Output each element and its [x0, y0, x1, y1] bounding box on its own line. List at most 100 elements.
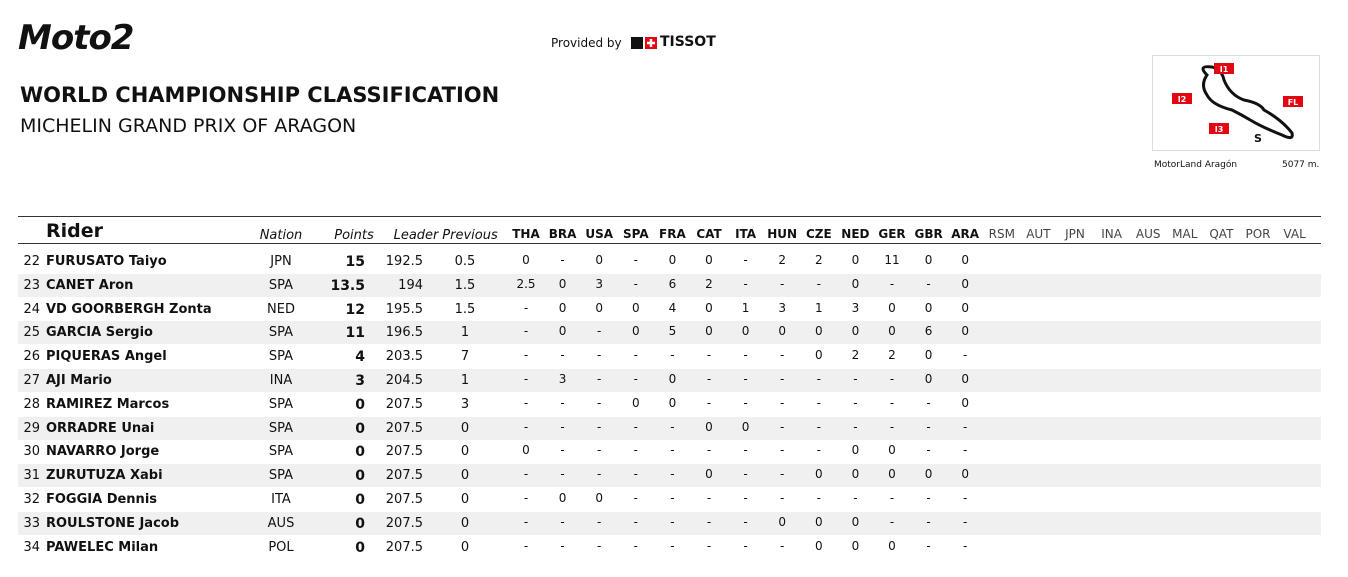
race-result: 0	[595, 300, 604, 315]
race-result: 3	[851, 300, 860, 315]
race-result: -	[963, 443, 968, 458]
race-result: -	[780, 395, 785, 410]
race-result: -	[523, 514, 529, 529]
rider: FURUSATO Taiyo	[46, 254, 167, 269]
race-header: FRA	[659, 227, 686, 241]
row-band	[18, 369, 1321, 392]
leader-gap: 194	[398, 277, 423, 293]
race-result: -	[963, 538, 968, 553]
leader-gap: 207.5	[385, 468, 423, 484]
race-result: 0	[778, 514, 787, 529]
leader-gap: 196.5	[385, 325, 423, 341]
race-result: 0	[961, 276, 970, 291]
race-result: -	[523, 419, 529, 434]
race-header: JPN	[1065, 227, 1085, 241]
position: 24	[23, 301, 40, 317]
race-result: 0	[924, 372, 933, 386]
race-result: 0	[924, 467, 933, 482]
race-result: 3	[778, 300, 787, 315]
race-result: 0	[851, 443, 860, 458]
race-header: ARA	[951, 227, 980, 241]
race-result: -	[743, 348, 748, 363]
rider: PIQUERAS Angel	[46, 349, 167, 365]
race-result: 3	[558, 372, 567, 386]
track-length: 5077 m.	[1282, 160, 1320, 170]
race-result: 0	[705, 300, 713, 315]
race-result: 0	[741, 419, 750, 434]
race-result: -	[889, 372, 895, 386]
position: 23	[23, 277, 40, 293]
points: 13.5	[330, 277, 365, 294]
leader-gap: 207.5	[385, 539, 423, 555]
race-result: -	[523, 491, 529, 505]
race-header: HUN	[767, 227, 798, 241]
race-header: RSM	[988, 227, 1015, 241]
race-result: -	[670, 419, 675, 434]
race-result: 0	[924, 300, 933, 315]
race-result: -	[523, 538, 529, 553]
race-result: -	[816, 443, 821, 458]
race-result: -	[743, 395, 748, 410]
title: WORLD CHAMPIONSHIP CLASSIFICATION	[20, 83, 500, 107]
rider: ORRADRE Unai	[46, 420, 155, 436]
leader-gap: 207.5	[385, 444, 423, 460]
position: 30	[23, 444, 40, 460]
points: 0	[355, 492, 365, 508]
nation: SPA	[268, 420, 294, 436]
race-header: VAL	[1283, 227, 1306, 241]
race-result: -	[597, 395, 602, 410]
race-result: -	[963, 514, 968, 529]
race-result: -	[523, 372, 529, 386]
race-header: USA	[585, 227, 614, 241]
previous-gap: 0	[460, 539, 470, 555]
nation: AUS	[267, 515, 295, 531]
race-result: -	[706, 348, 712, 363]
previous-gap: 1	[460, 325, 470, 341]
race-result: -	[889, 419, 895, 434]
position: 33	[23, 515, 40, 531]
race-result: 2	[778, 253, 787, 267]
race-result: -	[780, 467, 785, 482]
race-result: -	[926, 443, 931, 458]
rider: FOGGIA Dennis	[46, 492, 158, 507]
race-result: 0	[961, 372, 970, 386]
points: 0	[355, 468, 365, 485]
race-result: -	[560, 253, 565, 267]
position: 34	[23, 539, 40, 555]
race-header: BRA	[548, 227, 577, 241]
rider: VD GOORBERGH Zonta	[46, 301, 212, 317]
provided-by: Provided by	[551, 36, 622, 50]
race-header: ITA	[735, 227, 757, 241]
position: 22	[23, 254, 40, 269]
rider: RAMIREZ Marcos	[46, 396, 170, 412]
previous-gap: 1	[460, 373, 470, 388]
previous-gap: 3	[460, 396, 470, 412]
leader-gap: 195.5	[385, 301, 423, 317]
race-result: -	[633, 443, 638, 458]
race-result: -	[963, 491, 968, 505]
points: 0	[355, 539, 365, 556]
previous-gap: 0	[460, 515, 470, 531]
race-result: -	[560, 395, 565, 410]
race-result: -	[633, 538, 638, 553]
race-result: 2	[888, 348, 896, 363]
race-result: 0	[522, 443, 530, 458]
race-result: -	[816, 491, 821, 505]
race-result: -	[523, 300, 529, 315]
previous-gap: 0	[460, 444, 470, 460]
position: 28	[23, 396, 40, 412]
position: 32	[23, 492, 40, 507]
race-result: 0	[851, 324, 860, 339]
race-result: 4	[668, 300, 677, 315]
race-header: AUT	[1026, 227, 1051, 241]
race-result: -	[889, 276, 895, 291]
race-result: -	[597, 443, 602, 458]
race-result: 0	[851, 467, 860, 482]
race-result: 0	[851, 253, 860, 267]
race-result: -	[889, 491, 895, 505]
race-header: NED	[841, 227, 870, 241]
race-result: 0	[631, 395, 640, 410]
race-result: -	[706, 372, 712, 386]
points: 12	[345, 301, 365, 318]
nation: ITA	[271, 492, 291, 507]
